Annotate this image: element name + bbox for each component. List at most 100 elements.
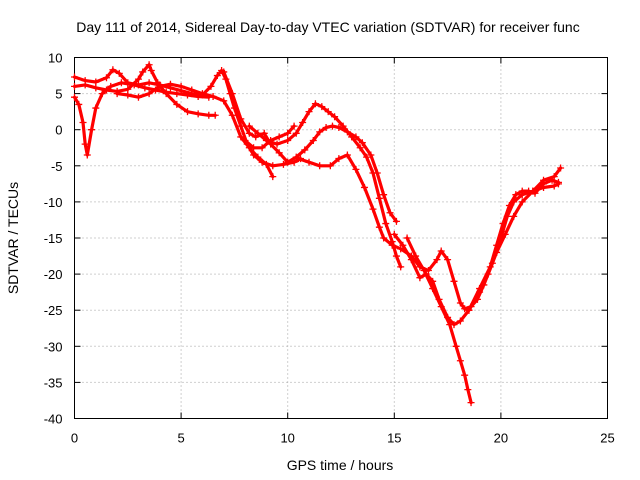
- data-point: [299, 118, 307, 126]
- data-point: [392, 217, 400, 225]
- data-point: [433, 256, 441, 264]
- data-point: [237, 122, 245, 130]
- series-line: [247, 102, 403, 269]
- data-point: [476, 285, 484, 293]
- data-point: [548, 176, 556, 184]
- data-point: [260, 129, 268, 137]
- x-axis-label: GPS time / hours: [287, 457, 394, 473]
- y-tick-label: 5: [55, 87, 62, 102]
- data-point: [284, 158, 292, 166]
- data-point: [467, 399, 475, 407]
- data-point: [499, 220, 507, 228]
- data-point: [290, 122, 298, 130]
- data-point: [237, 133, 245, 141]
- data-point: [510, 212, 518, 220]
- series-pass-b: [71, 66, 304, 170]
- axis-ticks: 0 5 10 15 20 25 10 5 0 -5 -10 -15 -20 -25 -30 -35 -40: [44, 51, 615, 446]
- data-point: [335, 124, 343, 132]
- data-point: [145, 90, 153, 98]
- data-point: [166, 80, 174, 88]
- data-point: [145, 61, 153, 69]
- y-tick-label: -15: [44, 231, 63, 246]
- data-point: [420, 266, 428, 274]
- data-point: [525, 187, 533, 195]
- data-point: [124, 79, 132, 87]
- data-point: [335, 155, 343, 163]
- data-point: [162, 90, 170, 98]
- data-point: [358, 139, 366, 147]
- data-point: [284, 129, 292, 137]
- data-point: [557, 164, 565, 172]
- x-tick-label: 0: [71, 431, 78, 446]
- series-pass-h: [294, 151, 562, 313]
- data-point: [209, 92, 217, 100]
- data-point: [356, 144, 364, 152]
- data-point: [173, 90, 181, 98]
- data-point: [309, 137, 317, 145]
- y-tick-label: -40: [44, 412, 63, 427]
- data-point: [71, 73, 78, 81]
- data-point: [250, 144, 258, 152]
- data-point: [241, 137, 249, 145]
- data-point: [456, 357, 464, 365]
- data-point: [92, 104, 100, 112]
- data-point: [382, 220, 390, 228]
- data-point: [392, 252, 400, 260]
- data-point: [305, 108, 313, 116]
- data-point: [390, 230, 398, 238]
- data-point: [444, 256, 452, 264]
- y-tick-label: 10: [48, 51, 62, 66]
- data-series: [71, 61, 565, 407]
- data-point: [139, 68, 147, 76]
- x-tick-label: 25: [600, 431, 614, 446]
- data-point: [254, 153, 262, 161]
- data-point: [254, 129, 262, 137]
- data-point: [512, 191, 520, 199]
- data-point: [183, 108, 191, 116]
- data-point: [279, 160, 287, 168]
- y-tick-label: -10: [44, 195, 63, 210]
- data-point: [311, 100, 319, 108]
- data-point: [505, 202, 513, 210]
- data-point: [369, 205, 377, 213]
- data-point: [292, 129, 300, 137]
- data-point: [316, 128, 324, 136]
- data-point: [134, 75, 142, 83]
- x-tick-label: 15: [387, 431, 401, 446]
- data-point: [397, 263, 405, 271]
- data-point: [117, 79, 125, 87]
- data-point: [328, 122, 336, 130]
- data-point: [124, 91, 132, 99]
- data-point: [348, 133, 356, 141]
- data-point: [81, 81, 89, 89]
- data-point: [318, 103, 326, 111]
- y-tick-label: -25: [44, 303, 63, 318]
- x-tick-label: 5: [177, 431, 184, 446]
- data-point: [388, 241, 396, 249]
- y-tick-label: -5: [51, 159, 63, 174]
- data-point: [429, 285, 437, 293]
- data-point: [71, 93, 78, 101]
- data-point: [461, 305, 469, 313]
- data-point: [416, 274, 424, 282]
- data-point: [275, 149, 283, 157]
- data-point: [269, 162, 277, 170]
- data-point: [115, 69, 123, 77]
- data-point: [493, 241, 501, 249]
- series-pass-k: [465, 176, 562, 314]
- data-point: [403, 234, 411, 242]
- data-point: [380, 191, 388, 199]
- data-point: [213, 72, 221, 80]
- data-point: [339, 122, 347, 130]
- data-point: [134, 93, 142, 101]
- data-point: [273, 140, 281, 148]
- data-point: [107, 82, 115, 90]
- series-line: [296, 153, 561, 311]
- data-point: [252, 133, 260, 141]
- y-tick-label: -30: [44, 339, 63, 354]
- data-point: [220, 68, 228, 76]
- data-point: [198, 90, 206, 98]
- data-point: [456, 299, 464, 307]
- data-point: [92, 84, 100, 92]
